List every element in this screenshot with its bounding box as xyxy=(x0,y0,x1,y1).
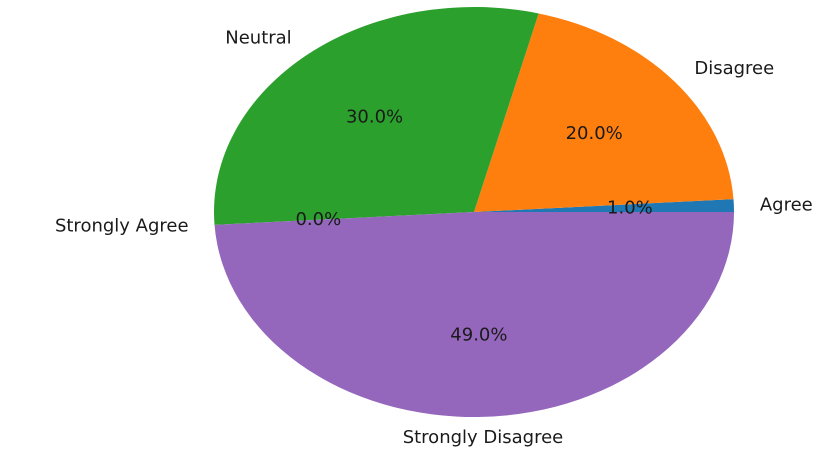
percent-label-neutral: 30.0% xyxy=(346,107,403,128)
slice-disagree xyxy=(474,13,734,213)
category-label-strongly-agree: Strongly Agree xyxy=(55,216,189,237)
pie-labels: 1.0% Agree 20.0% Disagree 30.0% Neutral 0.0% St… xyxy=(55,28,813,448)
slice-agree xyxy=(474,199,734,212)
slice-strongly-disagree xyxy=(214,212,734,418)
category-label-strongly-disagree: Strongly Disagree xyxy=(403,427,564,448)
slice-neutral xyxy=(213,6,539,225)
percent-label-disagree: 20.0% xyxy=(566,123,623,144)
pie-slices xyxy=(213,6,734,418)
category-label-disagree: Disagree xyxy=(694,58,774,79)
category-label-neutral: Neutral xyxy=(225,28,291,49)
percent-label-strongly-agree: 0.0% xyxy=(295,209,341,230)
percent-label-agree: 1.0% xyxy=(607,198,653,219)
category-label-agree: Agree xyxy=(760,194,813,215)
percent-label-strongly-disagree: 49.0% xyxy=(450,324,507,345)
